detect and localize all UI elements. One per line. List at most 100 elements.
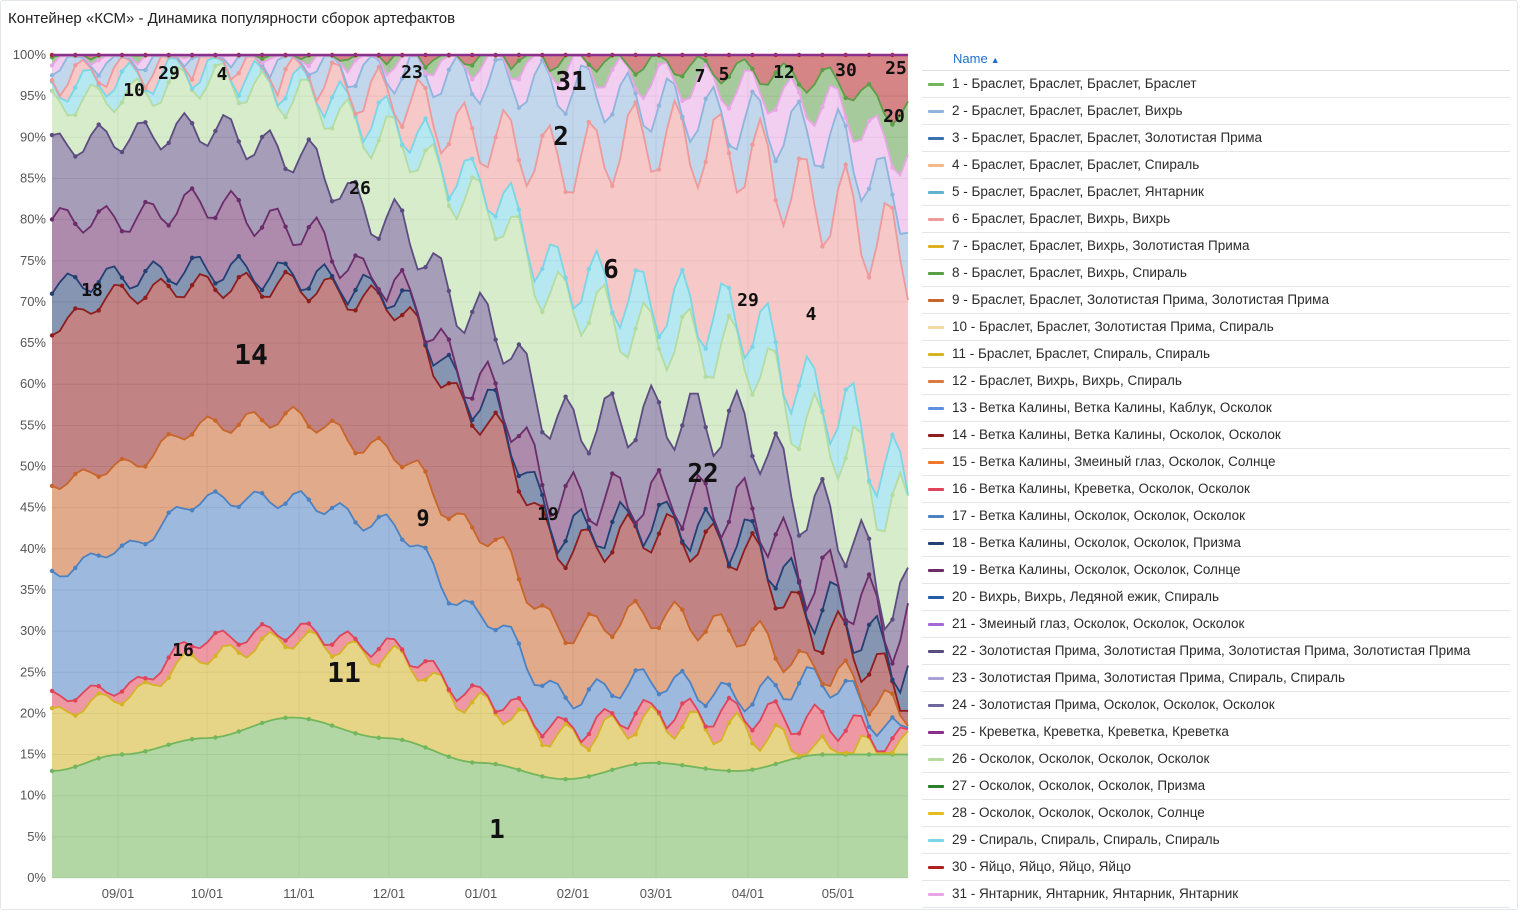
point-series-16 [796, 731, 802, 736]
point-series-1 [329, 723, 335, 728]
point-series-9 [376, 435, 381, 441]
point-series-2 [843, 123, 848, 128]
area-label: 4 [806, 304, 817, 325]
legend-item-21[interactable]: 21 - Змеиный глаз, Осколок, Осколок, Оск… [922, 611, 1510, 638]
point-series-22 [516, 342, 522, 347]
legend-item-26[interactable]: 26 - Осколок, Осколок, Осколок, Осколок [922, 746, 1510, 773]
point-series-14 [306, 299, 311, 304]
legend-item-25[interactable]: 25 - Креветка, Креветка, Креветка, Креве… [922, 719, 1510, 746]
point-series-14 [213, 287, 218, 293]
legend-item-22[interactable]: 22 - Золотистая Прима, Золотистая Прима,… [922, 638, 1510, 665]
legend-item-5[interactable]: 5 - Браслет, Браслет, Браслет, Янтарник [922, 179, 1510, 206]
point-series-8 [820, 67, 825, 73]
point-series-16 [493, 709, 498, 715]
point-series-22 [73, 154, 78, 159]
y-tick-label: 70% [20, 294, 46, 309]
point-series-1 [703, 766, 708, 771]
point-series-11 [633, 732, 638, 737]
point-series-18 [213, 281, 218, 286]
point-series-17 [376, 514, 381, 520]
legend-item-20[interactable]: 20 - Вихрь, Вихрь, Ледяной ежик, Спираль [922, 584, 1510, 611]
point-series-26 [329, 126, 335, 131]
legend-item-18[interactable]: 18 - Ветка Калины, Осколок, Осколок, При… [922, 530, 1510, 557]
legend-item-16[interactable]: 16 - Ветка Калины, Креветка, Осколок, Ос… [922, 476, 1510, 503]
legend-item-17[interactable]: 17 - Ветка Калины, Осколок, Осколок, Оск… [922, 503, 1510, 530]
point-series-9 [796, 648, 802, 654]
point-series-11 [796, 753, 802, 758]
legend-item-1[interactable]: 1 - Браслет, Браслет, Браслет, Браслет [922, 71, 1510, 98]
x-axis: 09/01 10/01 11/01 12/01 01/01 02/01 03/01 04/01… [102, 886, 855, 901]
point-series-29 [633, 268, 638, 273]
point-series-6 [493, 135, 498, 140]
point-series-6 [446, 142, 452, 147]
point-series-11 [73, 713, 78, 718]
point-series-11 [586, 747, 592, 753]
legend-item-31[interactable]: 31 - Янтарник, Янтарник, Янтарник, Янтар… [922, 881, 1510, 908]
legend-header[interactable]: Name ▲ [922, 48, 1510, 71]
point-series-22 [820, 477, 825, 482]
point-series-19 [283, 224, 288, 229]
point-series-22 [680, 423, 685, 428]
legend-swatch [928, 785, 944, 788]
point-series-16 [400, 647, 405, 652]
point-series-14 [73, 306, 78, 311]
point-series-16 [750, 728, 755, 733]
legend-item-15[interactable]: 15 - Ветка Калины, Змеиный глаз, Осколок… [922, 449, 1510, 476]
legend-item-24[interactable]: 24 - Золотистая Прима, Осколок, Осколок,… [922, 692, 1510, 719]
point-series-6 [703, 159, 708, 164]
point-series-8 [586, 62, 592, 67]
point-series-8 [890, 122, 895, 127]
point-series-16 [49, 688, 55, 694]
point-series-19 [470, 396, 475, 401]
point-series-1 [119, 752, 125, 757]
legend-item-2[interactable]: 2 - Браслет, Браслет, Браслет, Вихрь [922, 98, 1510, 125]
point-series-18 [470, 417, 475, 423]
point-series-17 [213, 489, 218, 494]
legend-item-10[interactable]: 10 - Браслет, Браслет, Золотистая Прима,… [922, 314, 1510, 341]
point-series-11 [423, 677, 428, 682]
point-series-11 [890, 750, 895, 756]
legend-item-9[interactable]: 9 - Браслет, Браслет, Золотистая Прима, … [922, 287, 1510, 314]
point-series-11 [96, 691, 101, 696]
legend-item-12[interactable]: 12 - Браслет, Вихрь, Вихрь, Спираль [922, 368, 1510, 395]
point-series-1 [283, 715, 288, 720]
legend-item-11[interactable]: 11 - Браслет, Браслет, Спираль, Спираль [922, 341, 1510, 368]
point-series-26 [49, 88, 55, 94]
legend-item-6[interactable]: 6 - Браслет, Браслет, Вихрь, Вихрь [922, 206, 1510, 233]
y-tick-label: 85% [20, 170, 46, 185]
point-series-22 [213, 128, 218, 134]
point-series-22 [400, 208, 405, 213]
legend-item-7[interactable]: 7 - Браслет, Браслет, Вихрь, Золотистая … [922, 233, 1510, 260]
legend-item-13[interactable]: 13 - Ветка Калины, Ветка Калины, Каблук,… [922, 395, 1510, 422]
legend-swatch [928, 245, 944, 248]
point-series-22 [119, 149, 125, 155]
legend-item-4[interactable]: 4 - Браслет, Браслет, Браслет, Спираль [922, 152, 1510, 179]
point-series-8 [726, 74, 732, 80]
point-series-17 [353, 520, 358, 525]
legend-item-14[interactable]: 14 - Ветка Калины, Ветка Калины, Осколок… [922, 422, 1510, 449]
legend-item-3[interactable]: 3 - Браслет, Браслет, Браслет, Золотиста… [922, 125, 1510, 152]
legend-item-28[interactable]: 28 - Осколок, Осколок, Осколок, Солнце [922, 800, 1510, 827]
point-series-29 [446, 196, 452, 202]
legend-item-27[interactable]: 27 - Осколок, Осколок, Осколок, Призма [922, 773, 1510, 800]
point-series-26 [423, 148, 428, 153]
area-label: 26 [349, 178, 371, 199]
point-series-2 [353, 83, 358, 89]
point-series-19 [376, 287, 381, 292]
point-series-22 [143, 120, 148, 125]
point-series-6 [236, 71, 241, 76]
legend: Name ▲ 1 - Браслет, Браслет, Браслет, Бра… [922, 48, 1510, 908]
legend-item-30[interactable]: 30 - Яйцо, Яйцо, Яйцо, Яйцо [922, 854, 1510, 881]
legend-item-23[interactable]: 23 - Золотистая Прима, Золотистая Прима,… [922, 665, 1510, 692]
point-series-19 [726, 519, 732, 524]
legend-item-19[interactable]: 19 - Ветка Калины, Осколок, Осколок, Сол… [922, 557, 1510, 584]
legend-item-8[interactable]: 8 - Браслет, Браслет, Вихрь, Спираль [922, 260, 1510, 287]
y-tick-label: 10% [20, 788, 46, 803]
point-series-26 [283, 115, 288, 120]
point-series-17 [73, 565, 78, 571]
line-series-29 [51, 56, 909, 500]
point-series-9 [563, 640, 568, 646]
y-tick-label: 15% [20, 747, 46, 762]
point-series-22 [586, 451, 592, 456]
legend-item-29[interactable]: 29 - Спираль, Спираль, Спираль, Спираль [922, 827, 1510, 854]
